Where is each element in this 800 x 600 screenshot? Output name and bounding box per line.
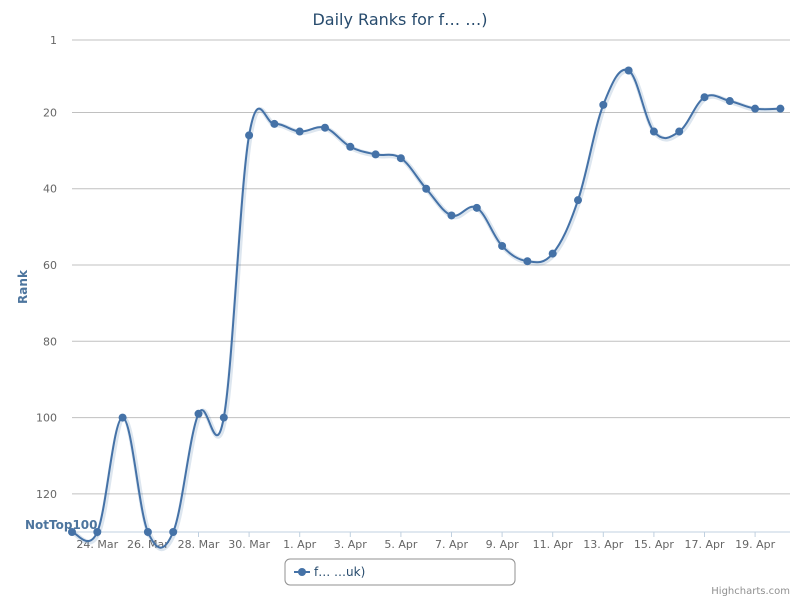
- data-point[interactable]: [68, 528, 76, 536]
- data-point[interactable]: [751, 104, 760, 113]
- data-point[interactable]: [472, 203, 481, 212]
- x-tick-label: 28. Mar: [178, 538, 220, 551]
- data-point[interactable]: [371, 150, 380, 159]
- x-tick-label: 5. Apr: [384, 538, 417, 551]
- series-line-shadow: [72, 68, 782, 552]
- data-point[interactable]: [219, 413, 228, 422]
- data-point[interactable]: [776, 104, 785, 113]
- x-tick-label: 9. Apr: [486, 538, 519, 551]
- x-tick-label: 30. Mar: [228, 538, 270, 551]
- data-point[interactable]: [321, 123, 329, 132]
- y-tick-label: 80: [43, 335, 57, 348]
- data-point[interactable]: [523, 257, 532, 266]
- data-point[interactable]: [270, 119, 279, 128]
- data-point[interactable]: [396, 154, 405, 163]
- data-point[interactable]: [548, 249, 557, 258]
- series-line: [71, 68, 781, 549]
- x-tick-label: 1. Apr: [283, 538, 316, 551]
- data-point[interactable]: [675, 127, 684, 136]
- data-point[interactable]: [169, 528, 178, 536]
- y-tick-label: 20: [43, 106, 57, 119]
- legend-point-marker: [298, 568, 306, 576]
- y-tick-label: 40: [43, 183, 57, 196]
- chart-title: Daily Ranks for f… …): [312, 10, 487, 29]
- grid-lines: [72, 39, 790, 533]
- data-point[interactable]: [624, 66, 633, 75]
- y-tick-label: 100: [36, 412, 57, 425]
- y-tick-label: 120: [36, 488, 57, 501]
- data-point[interactable]: [649, 127, 658, 136]
- data-point[interactable]: [447, 211, 456, 220]
- y-axis-label: Rank: [16, 269, 30, 304]
- data-point[interactable]: [422, 184, 431, 193]
- y-tick-label: 1: [50, 34, 57, 47]
- y-tick-label: 60: [43, 259, 57, 272]
- legend[interactable]: f… …uk): [284, 558, 516, 586]
- data-point[interactable]: [700, 93, 709, 102]
- x-tick-label: 3. Apr: [334, 538, 367, 551]
- x-tick-label: 7. Apr: [435, 538, 468, 551]
- data-point[interactable]: [143, 528, 152, 536]
- series-layer: [68, 66, 785, 552]
- data-point[interactable]: [245, 131, 254, 140]
- data-point[interactable]: [574, 196, 582, 205]
- data-point[interactable]: [194, 409, 203, 418]
- data-point[interactable]: [295, 127, 304, 136]
- data-point[interactable]: [725, 97, 734, 106]
- x-axis-ticks: 24. Mar 26. Mar 28. Mar 30. Mar 1. Apr 3. Apr…: [76, 532, 776, 551]
- data-point[interactable]: [346, 142, 355, 151]
- data-point[interactable]: [93, 528, 102, 536]
- x-tick-label: 19. Apr: [735, 538, 775, 551]
- x-tick-label: 15. Apr: [634, 538, 674, 551]
- data-point[interactable]: [498, 241, 507, 250]
- legend-series-name[interactable]: f… …uk): [314, 565, 365, 579]
- x-tick-label: 11. Apr: [533, 538, 573, 551]
- data-point[interactable]: [599, 100, 608, 109]
- credits-link[interactable]: Highcharts.com: [711, 586, 790, 597]
- not-top-100-label: NotTop100: [25, 518, 98, 532]
- x-tick-label: 17. Apr: [684, 538, 724, 551]
- legend-box: [284, 558, 516, 586]
- x-tick-label: 13. Apr: [583, 538, 623, 551]
- data-point[interactable]: [118, 413, 127, 422]
